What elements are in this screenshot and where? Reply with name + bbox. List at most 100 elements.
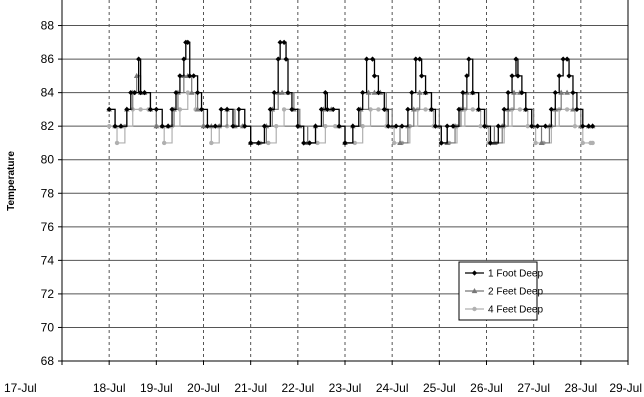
data-point <box>416 89 423 95</box>
data-point <box>586 123 592 129</box>
legend-item: 4 Feet Deep <box>465 305 543 316</box>
data-point <box>277 39 283 45</box>
data-point <box>417 56 423 62</box>
y-tick-label: 70 <box>41 320 55 334</box>
data-point <box>191 73 197 79</box>
data-point <box>432 123 439 129</box>
x-tick-label: 21-Jul <box>234 381 267 395</box>
data-point <box>391 140 397 146</box>
data-point <box>580 140 585 146</box>
data-point <box>423 107 428 112</box>
y-tick-label: 86 <box>41 52 55 66</box>
data-point <box>399 123 405 129</box>
y-tick-label: 82 <box>41 119 55 133</box>
data-point <box>173 90 179 96</box>
data-point <box>511 89 517 95</box>
legend-item: 2 Feet Deep <box>465 287 543 298</box>
data-point <box>381 106 387 113</box>
data-point <box>542 123 549 129</box>
data-point <box>218 106 224 113</box>
data-point <box>185 39 191 45</box>
data-point <box>275 56 281 62</box>
data-point <box>523 106 529 113</box>
data-point <box>118 123 124 129</box>
x-tick-label: 28-Jul <box>564 381 597 395</box>
data-point <box>289 106 295 113</box>
data-point <box>360 90 366 96</box>
data-point <box>368 107 373 112</box>
y-tick-label: 72 <box>41 287 55 301</box>
data-point <box>356 106 362 113</box>
data-point <box>198 106 205 113</box>
data-point <box>456 106 462 113</box>
data-point <box>194 106 201 112</box>
legend-marker <box>471 287 478 294</box>
data-point <box>574 106 580 113</box>
data-point <box>112 123 118 129</box>
data-point <box>132 90 138 96</box>
data-point <box>369 56 376 62</box>
data-point <box>187 73 193 79</box>
x-tick-label: 18-Jul <box>93 381 126 395</box>
data-point <box>301 140 307 146</box>
data-point <box>312 123 319 129</box>
legend-label: 4 Feet Deep <box>488 305 543 316</box>
data-point <box>393 123 399 129</box>
data-point <box>114 140 120 146</box>
data-point <box>438 140 444 146</box>
legend-marker <box>471 270 478 276</box>
data-point <box>558 89 564 95</box>
data-point <box>376 107 381 112</box>
data-point <box>274 123 279 129</box>
data-point <box>590 140 595 146</box>
data-point <box>566 73 572 79</box>
x-tick-label: 26-Jul <box>470 381 503 395</box>
data-point <box>324 106 330 113</box>
data-point <box>281 39 287 45</box>
data-point <box>318 106 325 113</box>
data-point <box>342 140 348 146</box>
x-tick-label: 22-Jul <box>281 381 314 395</box>
data-point <box>161 140 167 146</box>
data-point <box>212 123 218 129</box>
data-point <box>209 140 214 146</box>
y-tick-label: 78 <box>41 186 55 200</box>
data-point <box>519 90 525 96</box>
data-point <box>450 123 456 129</box>
data-point <box>529 123 535 129</box>
y-tick-label: 84 <box>41 86 55 100</box>
data-point <box>200 123 207 129</box>
data-point <box>147 106 154 113</box>
data-point <box>572 123 578 129</box>
data-point <box>224 106 230 113</box>
data-point <box>255 140 262 146</box>
data-point <box>128 90 134 96</box>
data-point <box>188 89 195 95</box>
data-point <box>513 56 519 62</box>
data-point <box>106 106 112 113</box>
y-axis-ticks: 687072747678808284868890 <box>41 19 62 368</box>
data-point <box>385 123 391 129</box>
y-tick-label: 88 <box>41 19 55 33</box>
data-point <box>570 90 576 96</box>
data-point <box>204 123 211 129</box>
legend-marker <box>472 306 477 312</box>
data-point <box>419 73 425 79</box>
data-point <box>271 90 277 96</box>
data-point <box>405 106 411 113</box>
legend: 1 Foot Deep 2 Feet Deep 4 Feet Deep <box>458 261 543 321</box>
data-point <box>336 123 342 129</box>
data-point <box>267 106 273 113</box>
data-point <box>548 106 554 113</box>
data-point <box>106 123 112 129</box>
data-point <box>552 90 558 96</box>
data-point <box>185 90 190 95</box>
data-point <box>323 123 328 129</box>
data-point <box>133 72 140 78</box>
data-point <box>285 90 291 96</box>
data-point <box>533 140 538 146</box>
data-point <box>283 56 289 62</box>
x-tick-label: 24-Jul <box>376 381 409 395</box>
data-point <box>570 106 576 112</box>
